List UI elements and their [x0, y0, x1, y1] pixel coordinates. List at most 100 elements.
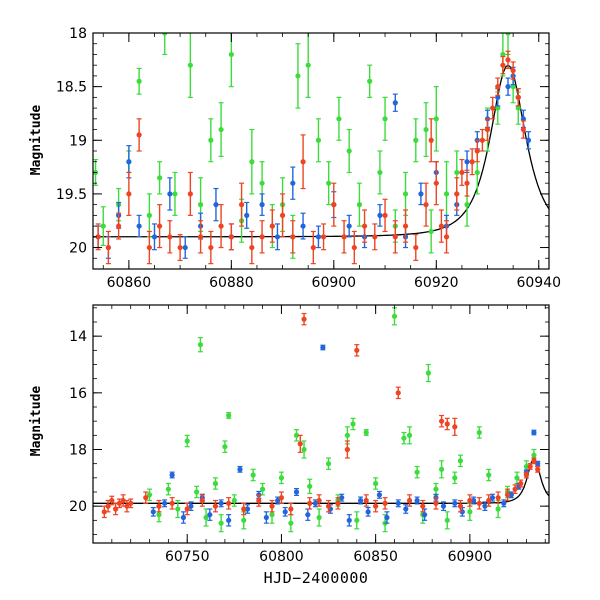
top-data-point [208, 137, 214, 143]
bottom-data-point [199, 497, 205, 504]
top-data-point [95, 234, 101, 240]
top-data-point [372, 234, 378, 240]
bottom-data-point [504, 492, 511, 498]
top-data-point [228, 234, 234, 240]
top-data-point [146, 212, 152, 218]
bottom-data-point [250, 472, 256, 478]
top-data-point [279, 212, 286, 218]
bottom-data-point [316, 514, 322, 521]
bottom-ylabel: Magnitude [29, 386, 44, 457]
bottom-data-point [218, 520, 224, 526]
top-data-point [515, 94, 521, 100]
top-data-point [208, 244, 214, 251]
bottom-data-point [344, 432, 350, 438]
bottom-data-point [363, 429, 369, 436]
bottom-data-point [433, 500, 439, 506]
bottom-data-point [259, 486, 266, 492]
bottom-series-2 [101, 312, 541, 519]
bottom-data-point [312, 500, 318, 506]
bottom-data-point [194, 489, 200, 495]
bottom-data-point [325, 503, 332, 509]
top-series-2 [95, 50, 526, 265]
top-data-point [167, 191, 173, 197]
bottom-data-point [476, 500, 482, 506]
bottom-data-point [150, 509, 156, 515]
bottom-data-point [339, 495, 345, 501]
top-data-point [454, 191, 460, 197]
bottom-data-point [518, 480, 524, 487]
top-data-point [269, 223, 275, 229]
top-data-point [413, 137, 419, 143]
top-ytick-label: 20 [69, 241, 87, 257]
bottom-data-point [440, 503, 447, 509]
top-data-point [187, 191, 193, 197]
bottom-data-point [293, 432, 300, 438]
top-data-point [336, 116, 342, 122]
bottom-xtick-label: 60850 [353, 549, 398, 565]
top-xtick-label: 60940 [516, 275, 561, 291]
bottom-ytick-label: 16 [69, 386, 87, 402]
top-data-point [315, 234, 322, 240]
top-data-point [351, 244, 357, 251]
bottom-xtick-label: 60900 [448, 549, 493, 565]
bottom-data-point [307, 483, 313, 489]
bottom-data-point [293, 489, 300, 495]
bottom-panel: 60750 60800 60850 60900 14 16 18 20 [69, 304, 550, 565]
bottom-data-point [420, 503, 426, 509]
bottom-data-point [395, 390, 401, 396]
bottom-data-point [218, 500, 224, 506]
bottom-data-point [169, 500, 175, 506]
top-data-point [228, 51, 234, 58]
top-data-point [495, 94, 501, 100]
top-data-point [402, 191, 409, 197]
bottom-data-point [175, 506, 181, 512]
bottom-data-point [169, 472, 175, 478]
bottom-ytick-label: 20 [69, 499, 87, 515]
bottom-data-point [527, 463, 533, 470]
bottom-data-point [514, 475, 520, 481]
bottom-data-point [165, 486, 171, 492]
bottom-data-point [373, 480, 379, 487]
bottom-data-point [357, 497, 364, 504]
bottom-data-point [231, 497, 237, 504]
bottom-data-point [354, 347, 360, 353]
top-data-point [474, 148, 480, 154]
top-data-point [464, 202, 470, 208]
bottom-data-point [156, 512, 162, 518]
top-data-point [157, 175, 163, 181]
top-data-point [126, 159, 132, 165]
top-data-point [320, 234, 327, 240]
top-data-point [433, 116, 439, 122]
top-data-point [290, 234, 296, 240]
bottom-data-point [406, 497, 413, 504]
top-data-point [474, 169, 480, 176]
bottom-data-point [297, 441, 303, 447]
bottom-data-point [307, 500, 313, 506]
top-data-point [167, 234, 173, 240]
bottom-data-point [269, 512, 275, 518]
top-data-point [361, 223, 368, 229]
bottom-data-point [212, 503, 219, 509]
bottom-data-point [373, 503, 379, 509]
bottom-data-point [495, 506, 501, 512]
top-data-point [423, 202, 429, 208]
top-data-point [505, 57, 511, 63]
bottom-data-point [384, 514, 390, 521]
top-data-point [356, 202, 363, 208]
bottom-data-point [346, 517, 352, 523]
bottom-data-point [282, 509, 288, 515]
bottom-data-point [278, 495, 285, 501]
top-data-point [428, 228, 434, 235]
top-data-point [172, 191, 178, 197]
top-data-point [326, 180, 332, 186]
bottom-data-point [226, 412, 232, 419]
top-data-point [177, 244, 183, 251]
top-ytick-label: 19 [69, 133, 87, 149]
bottom-data-point [425, 370, 432, 376]
bottom-data-point [486, 472, 492, 478]
top-data-point [331, 202, 337, 208]
bottom-data-point [256, 497, 262, 504]
bottom-data-point [275, 497, 281, 504]
top-data-point [218, 223, 224, 229]
